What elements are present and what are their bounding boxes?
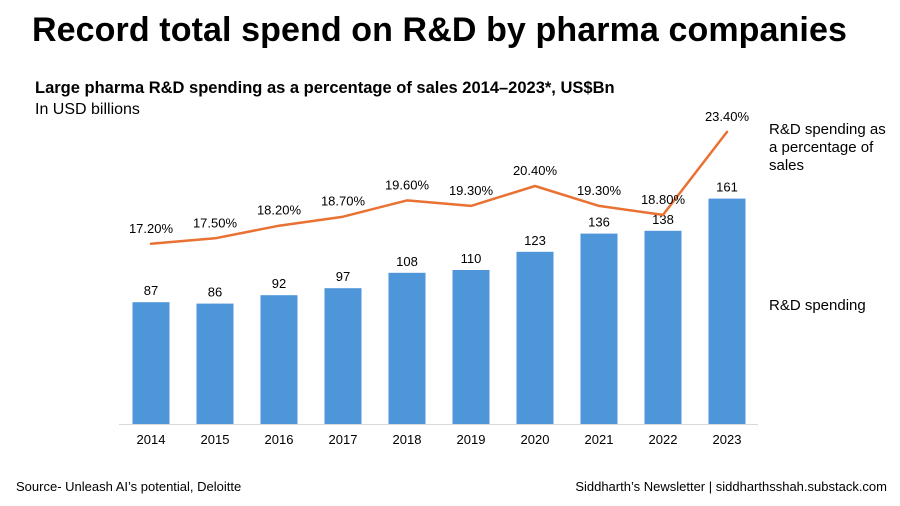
bar-label-2014: 87 — [144, 283, 158, 298]
legend-line-series-label: R&D spending as a percentage of sales — [769, 121, 886, 174]
x-tick-label-2023: 2023 — [713, 432, 742, 447]
source-note: Source- Unleash AI’s potential, Deloitte — [16, 479, 242, 494]
bar-2020 — [516, 251, 554, 424]
x-tick-label-2022: 2022 — [649, 432, 678, 447]
bar-2016 — [260, 295, 298, 424]
chart-title: Large pharma R&D spending as a percentag… — [35, 79, 615, 97]
line-label-2022: 18.80% — [641, 192, 686, 207]
line-label-2019: 19.30% — [449, 183, 494, 198]
bar-2022 — [644, 230, 682, 424]
line-label-2015: 17.50% — [193, 215, 238, 230]
x-tick-label-2016: 2016 — [265, 432, 294, 447]
bar-label-2023: 161 — [716, 180, 738, 195]
bar-label-2020: 123 — [524, 233, 546, 248]
bar-label-2021: 136 — [588, 215, 610, 230]
x-tick-label-2021: 2021 — [585, 432, 614, 447]
bar-label-2016: 92 — [272, 276, 286, 291]
x-tick-label-2015: 2015 — [201, 432, 230, 447]
x-tick-label-2018: 2018 — [393, 432, 422, 447]
line-label-2020: 20.40% — [513, 163, 558, 178]
line-label-2017: 18.70% — [321, 194, 366, 209]
bar-label-2015: 86 — [208, 285, 222, 300]
bar-2015 — [196, 303, 234, 424]
page-title: Record total spend on R&D by pharma comp… — [32, 11, 847, 49]
bar-label-2019: 110 — [461, 251, 482, 266]
bar-2018 — [388, 272, 426, 424]
x-tick-label-2019: 2019 — [457, 432, 486, 447]
chart-subtitle: In USD billions — [35, 101, 140, 118]
line-label-2014: 17.20% — [129, 221, 174, 236]
line-label-2018: 19.60% — [385, 177, 430, 192]
bar-2019 — [452, 270, 490, 424]
combo-chart: 87 86 92 97 108 110 123 136 138 161 2014 2015 2016 20… — [119, 109, 758, 447]
bar-2017 — [324, 288, 362, 424]
percentage-line — [149, 130, 729, 246]
newsletter-credit: Siddharth’s Newsletter | siddharthsshah.… — [575, 479, 887, 494]
bar-label-2017: 97 — [336, 269, 350, 284]
bar-label-2018: 108 — [396, 254, 418, 269]
line-label-2023: 23.40% — [705, 109, 750, 124]
bar-2021 — [580, 233, 618, 424]
line-label-2021: 19.30% — [577, 183, 622, 198]
line-label-2016: 18.20% — [257, 203, 302, 218]
bar-label-2022: 138 — [652, 212, 674, 227]
bar-2014 — [132, 302, 170, 424]
bar-2023 — [708, 198, 746, 424]
x-tick-label-2017: 2017 — [329, 432, 358, 447]
x-tick-label-2020: 2020 — [521, 432, 550, 447]
legend-bar-series-label: R&D spending — [769, 297, 866, 314]
x-tick-label-2014: 2014 — [137, 432, 166, 447]
